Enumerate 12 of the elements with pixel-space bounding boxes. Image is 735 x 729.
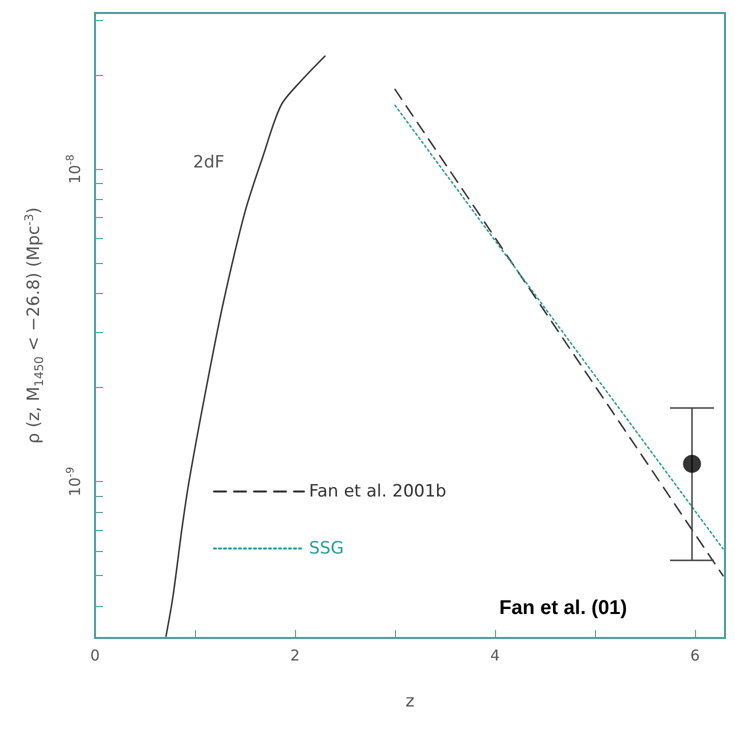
y-axis-title: ρ (z, M1450 < −26.8) (Mpc-3) — [22, 207, 46, 444]
text: Fan et al. 2001b — [309, 482, 446, 502]
y-tick-label: 10-9 — [64, 466, 84, 496]
x-axis-title: z — [406, 692, 415, 712]
annotation: 2dF — [193, 152, 224, 172]
x-tick-label: 4 — [490, 646, 500, 664]
x-tick-label: 6 — [690, 646, 700, 664]
x-tick-label: 2 — [290, 646, 300, 664]
x-tick-label: 0 — [90, 646, 100, 664]
text: SSG — [309, 538, 344, 558]
annotation: Fan et al. (01) — [499, 597, 627, 619]
y-tick-label: 10-8 — [64, 154, 84, 184]
